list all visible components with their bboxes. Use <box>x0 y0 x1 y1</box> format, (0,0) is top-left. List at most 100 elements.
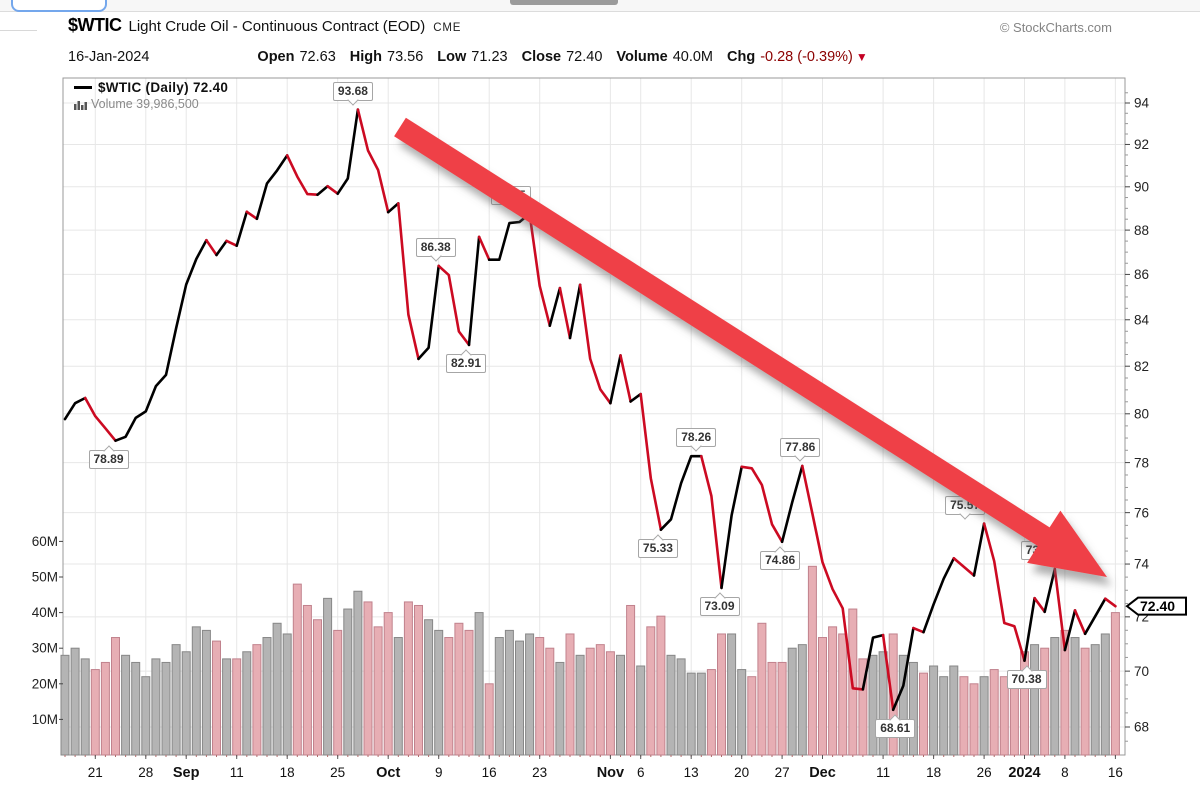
price-line-segment <box>417 264 440 361</box>
price-line-segment <box>780 464 804 544</box>
price-line-segment <box>801 464 865 691</box>
x-axis-label[interactable]: 16 <box>1108 765 1123 780</box>
legend-price-row: $WTIC (Daily) 72.40 <box>74 80 228 95</box>
chart-title-row: $WTIC Light Crude Oil - Continuous Contr… <box>68 15 461 36</box>
x-axis-label[interactable]: 28 <box>138 765 153 780</box>
downtrend-arrow-annotation[interactable] <box>394 117 1108 577</box>
x-axis-label[interactable]: 16 <box>482 765 497 780</box>
x-axis-label[interactable]: 20 <box>734 765 749 780</box>
price-line-segment <box>568 283 582 340</box>
last-price-tag-value: 72.40 <box>1140 598 1175 614</box>
x-axis-label[interactable]: 9 <box>435 765 443 780</box>
x-axis-label[interactable]: Nov <box>597 765 624 781</box>
price-line-segment <box>972 522 986 577</box>
legend-volume-label: Volume 39,986,500 <box>91 97 199 111</box>
price-axis-label: 90 <box>1134 180 1149 195</box>
price-line-segment <box>548 286 562 327</box>
x-axis-label[interactable]: 11 <box>230 765 244 780</box>
x-axis-label[interactable]: Dec <box>809 765 836 781</box>
price-axis-label: 78 <box>1134 455 1149 470</box>
x-axis-label[interactable]: 25 <box>330 765 345 780</box>
volume-bars-icon <box>74 100 87 110</box>
price-line-segment <box>326 184 339 195</box>
price-line-segment <box>1033 596 1046 614</box>
x-axis-label[interactable]: 23 <box>532 765 547 780</box>
price-line-segment <box>215 239 228 257</box>
chart-date: 16-Jan-2024 <box>68 49 150 65</box>
price-line-segment <box>558 286 572 340</box>
price-line-segment <box>386 202 400 214</box>
price-line-segment <box>114 238 208 442</box>
price-line-segment <box>397 202 420 361</box>
price-line-segment <box>225 239 238 247</box>
last-price-tag <box>1125 596 1187 616</box>
price-line-segment <box>720 465 743 590</box>
price-axis-label: 92 <box>1134 137 1149 152</box>
price-line-segment <box>1053 567 1067 652</box>
x-axis-label[interactable]: 26 <box>977 765 992 780</box>
ticker-symbol: $WTIC <box>68 15 122 35</box>
browser-chrome-strip <box>0 0 1200 12</box>
price-line-segment <box>1073 609 1087 636</box>
x-axis-label[interactable]: 18 <box>926 765 941 780</box>
ohlc-field-high: High 73.56 <box>349 49 424 65</box>
price-line-segment <box>659 454 703 531</box>
legend-volume-row: Volume 39,986,500 <box>74 97 228 111</box>
price-axis-label: 82 <box>1134 359 1149 374</box>
price-line-segment <box>477 235 491 261</box>
change-down-triangle-icon[interactable]: ▼ <box>855 50 868 64</box>
price-axis-label: 94 <box>1134 96 1150 111</box>
price-axis-label: 68 <box>1134 720 1149 735</box>
x-axis-label[interactable]: 21 <box>88 765 103 780</box>
price-line-segment <box>629 392 642 403</box>
price-line-segment <box>356 108 390 214</box>
price-line-segment <box>1043 567 1057 614</box>
volume-axis-label: 50M <box>32 570 58 585</box>
ohlc-field-volume: Volume 40.0M <box>616 49 713 65</box>
price-line-segment <box>316 184 329 196</box>
price-line-segment <box>205 238 218 257</box>
price-line-segment <box>609 354 622 405</box>
x-axis-label[interactable]: 8 <box>1061 765 1069 780</box>
price-line-segment <box>255 154 289 221</box>
x-axis-label[interactable]: 13 <box>684 765 699 780</box>
x-axis-label[interactable]: 6 <box>637 765 645 780</box>
volume-axis-label: 40M <box>32 605 58 620</box>
x-axis-label[interactable]: 27 <box>775 765 790 780</box>
price-line-segment <box>437 264 471 347</box>
ohlc-field-low: Low 71.23 <box>437 49 508 65</box>
x-axis-label[interactable]: 18 <box>280 765 295 780</box>
instrument-description: Light Crude Oil - Continuous Contract (E… <box>128 18 426 35</box>
price-line-segment <box>1083 597 1107 636</box>
price-line-segment <box>235 210 249 247</box>
chart-legend: $WTIC (Daily) 72.40 Volume 39,986,500 <box>74 80 228 111</box>
volume-axis-label: 10M <box>32 712 58 727</box>
price-line-segment <box>881 633 895 712</box>
ui-edge-artifact <box>0 30 37 31</box>
price-axis-label: 88 <box>1134 223 1149 238</box>
x-axis-label[interactable]: 2024 <box>1008 765 1040 781</box>
price-line-segment <box>245 210 259 221</box>
price-line-segment <box>891 626 915 712</box>
price-line-segment <box>285 154 319 196</box>
price-line-segment <box>922 557 956 634</box>
browser-control-remnant <box>510 0 618 5</box>
ohlc-row: 16-Jan-2024 Open 72.63 High 73.56 Low 71.23 Cl… <box>68 49 882 65</box>
stockcharts-watermark: © StockCharts.com <box>999 20 1112 35</box>
ohlc-field-close: Close 72.40 <box>521 49 603 65</box>
price-axis-label: 76 <box>1134 505 1149 520</box>
x-axis-label[interactable]: 11 <box>876 765 890 780</box>
price-line-segment <box>63 396 87 421</box>
volume-axis-label: 20M <box>32 676 58 691</box>
price-line-segment <box>740 465 784 544</box>
line-swatch-icon <box>74 86 92 89</box>
price-line-segment <box>83 396 117 442</box>
legend-price-label: $WTIC (Daily) 72.40 <box>98 80 229 95</box>
browser-tab-remnant <box>11 0 107 12</box>
x-axis-label[interactable]: Sep <box>173 765 200 781</box>
price-line-segment <box>952 557 976 577</box>
price-line-segment <box>619 354 632 403</box>
x-axis-label[interactable]: Oct <box>376 765 400 781</box>
